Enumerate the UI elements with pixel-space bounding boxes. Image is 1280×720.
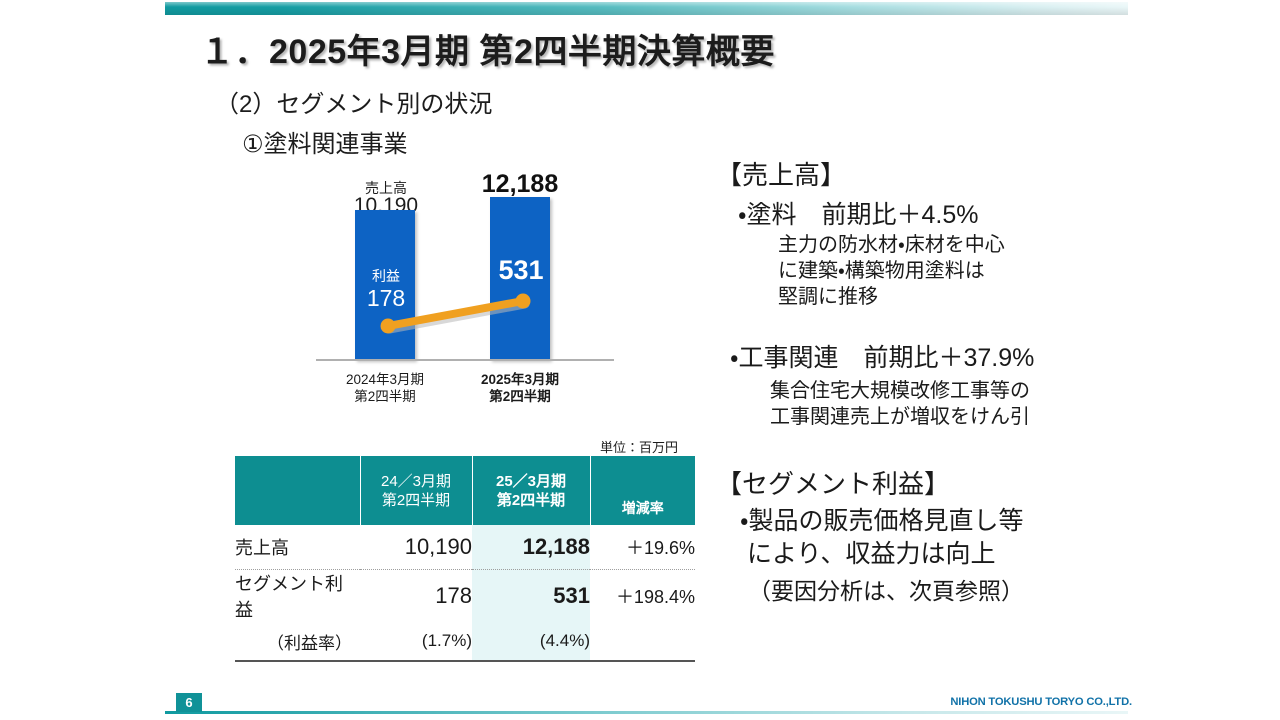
top-accent-bar	[165, 2, 1128, 17]
commentary-sales-bullet-1: ・塗料 前期比＋4.5%	[738, 201, 979, 229]
row-sales-rate: ＋19.6%	[590, 525, 695, 570]
chart-profit-value-2025: 531	[498, 255, 544, 285]
table-header-fy2024: 24／3月期 第2四半期	[360, 456, 473, 525]
row-margin-fy2024: (1.7%)	[360, 622, 472, 662]
company-logo-text: NIHON TOKUSHU TORYO CO.,LTD.	[950, 696, 1132, 708]
chart-xlabel-2024-line2: 第2四半期	[354, 389, 416, 404]
chart-profit-value-2024: 178	[366, 285, 406, 311]
table-header-row: 24／3月期 第2四半期 25／3月期 第2四半期 増減率	[235, 456, 695, 525]
financial-summary-table: 24／3月期 第2四半期 25／3月期 第2四半期 増減率 売上高 10,190…	[235, 456, 695, 662]
chart-profit-line	[380, 293, 531, 334]
commentary-profit-note: （要因分析は、次頁参照）	[748, 578, 1024, 604]
footer-rule	[165, 711, 1128, 714]
commentary-sales-heading: 【売上高】	[716, 160, 847, 190]
chart-xlabel-2024: 2024年3月期 第2四半期	[315, 371, 455, 405]
commentary-profit-heading: 【セグメント利益】	[716, 469, 951, 499]
table-row: （利益率） (1.7%) (4.4%)	[235, 622, 695, 662]
table-row: セグメント利益 178 531 ＋198.4%	[235, 569, 695, 622]
section-subheading-item: ①塗料関連事業	[242, 131, 408, 158]
chart-sales-series-label: 売上高	[365, 180, 407, 196]
row-margin-fy2025: (4.4%)	[472, 622, 590, 662]
table-header-fy2025: 25／3月期 第2四半期	[472, 456, 591, 525]
row-profit-rate: ＋198.4%	[615, 587, 695, 607]
segment-chart: 売上高 10,190 12,188 利益 178 531 2024年3月期 第2…	[300, 165, 630, 415]
commentary-profit-bullet-1: ・製品の販売価格見直し等 により、収益力は向上	[740, 507, 1024, 568]
chart-xlabel-2025: 2025年3月期 第2四半期	[450, 371, 590, 405]
chart-xlabel-2025-line2: 第2四半期	[489, 389, 551, 404]
chart-profit-series-label: 利益	[372, 268, 400, 284]
row-label-profit-margin: （利益率）	[235, 622, 360, 662]
commentary-sales-detail-2: 集合住宅大規模改修工事等の 工事関連売上が増収をけん引	[770, 380, 1030, 428]
commentary-sales-detail-1: 主力の防水材・床材を中心 に建築・構築物用塗料は 堅調に推移	[778, 234, 1005, 308]
table-row: 売上高 10,190 12,188 ＋19.6%	[235, 525, 695, 570]
row-label-segment-profit: セグメント利益	[235, 574, 343, 620]
table-header-fy2025-line2: 第2四半期	[496, 491, 566, 509]
row-margin-rate	[590, 622, 695, 662]
row-sales-fy2025: 12,188	[472, 525, 590, 570]
table-unit-note: 単位：百万円	[600, 440, 679, 455]
chart-xlabel-2025-line1: 2025年3月期	[480, 372, 560, 387]
page-title: １．2025年3月期 第2四半期決算概要	[200, 33, 775, 71]
top-accent-bar-shading	[165, 2, 1128, 15]
table-header-fy2024-line2: 第2四半期	[381, 491, 451, 509]
table-header-fy2025-line1: 25／3月期	[495, 472, 567, 490]
chart-axis-line	[316, 359, 614, 361]
chart-bar-2025	[490, 197, 550, 360]
commentary-sales-bullet-2: ・工事関連 前期比＋37.9%	[730, 344, 1035, 372]
row-label-sales: 売上高	[235, 525, 360, 570]
row-profit-fy2025: 531	[472, 569, 590, 622]
table-header-change-rate: 増減率	[590, 456, 695, 525]
section-subheading: （2）セグメント別の状況	[215, 91, 493, 118]
chart-sales-value-2025: 12,188	[481, 170, 559, 198]
page-number-badge: 6	[176, 693, 202, 712]
table-header-label	[235, 456, 361, 525]
row-sales-fy2024: 10,190	[360, 525, 472, 570]
table-header-fy2024-line1: 24／3月期	[380, 472, 452, 490]
row-profit-fy2024: 178	[435, 583, 472, 608]
chart-bar-2024	[355, 210, 415, 360]
chart-xlabel-2024-line1: 2024年3月期	[345, 372, 425, 387]
